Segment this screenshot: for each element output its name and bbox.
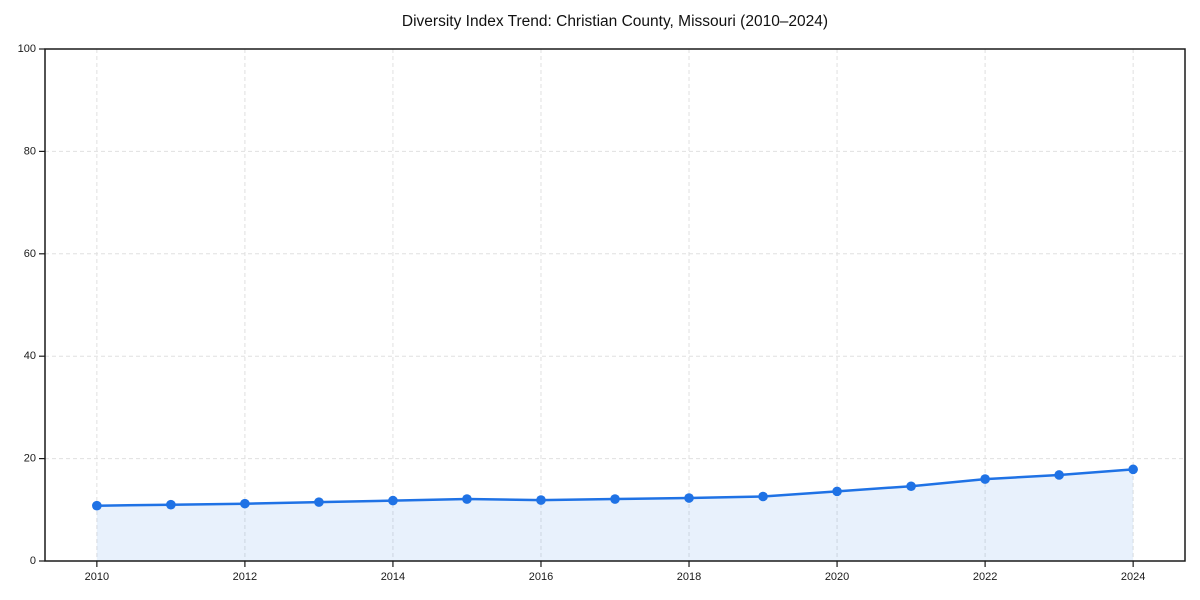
y-tick-label: 80 <box>24 145 36 157</box>
data-point <box>832 486 842 497</box>
y-tick-label: 60 <box>24 248 36 260</box>
data-point <box>388 495 398 506</box>
data-point <box>92 500 102 511</box>
data-point <box>758 491 768 502</box>
x-tick-label: 2016 <box>529 571 553 583</box>
x-tick-label: 2022 <box>973 571 997 583</box>
x-tick-label: 2010 <box>85 571 109 583</box>
data-point <box>166 499 176 510</box>
chart-title: Diversity Index Trend: Christian County,… <box>401 13 829 30</box>
data-point <box>1054 470 1064 480</box>
y-tick-label: 40 <box>24 350 36 362</box>
data-point <box>1128 464 1138 475</box>
x-tick-label: 2024 <box>1121 571 1145 583</box>
data-point <box>536 495 546 505</box>
area-fill <box>96 469 1134 561</box>
x-tick-label: 2014 <box>381 571 405 583</box>
data-point <box>240 498 250 509</box>
x-tick-label: 2012 <box>233 571 257 583</box>
y-tick-label: 100 <box>18 43 36 55</box>
x-tick-label: 2018 <box>677 571 701 583</box>
data-point <box>906 481 916 492</box>
y-tick-label: 0 <box>30 555 36 567</box>
y-tick-label: 20 <box>24 453 36 465</box>
data-point <box>684 493 694 503</box>
plot-border <box>44 48 1186 562</box>
data-point <box>610 494 620 504</box>
data-point <box>462 494 472 504</box>
data-point <box>314 497 324 507</box>
data-point <box>980 474 990 484</box>
x-tick-label: 2020 <box>825 571 849 583</box>
